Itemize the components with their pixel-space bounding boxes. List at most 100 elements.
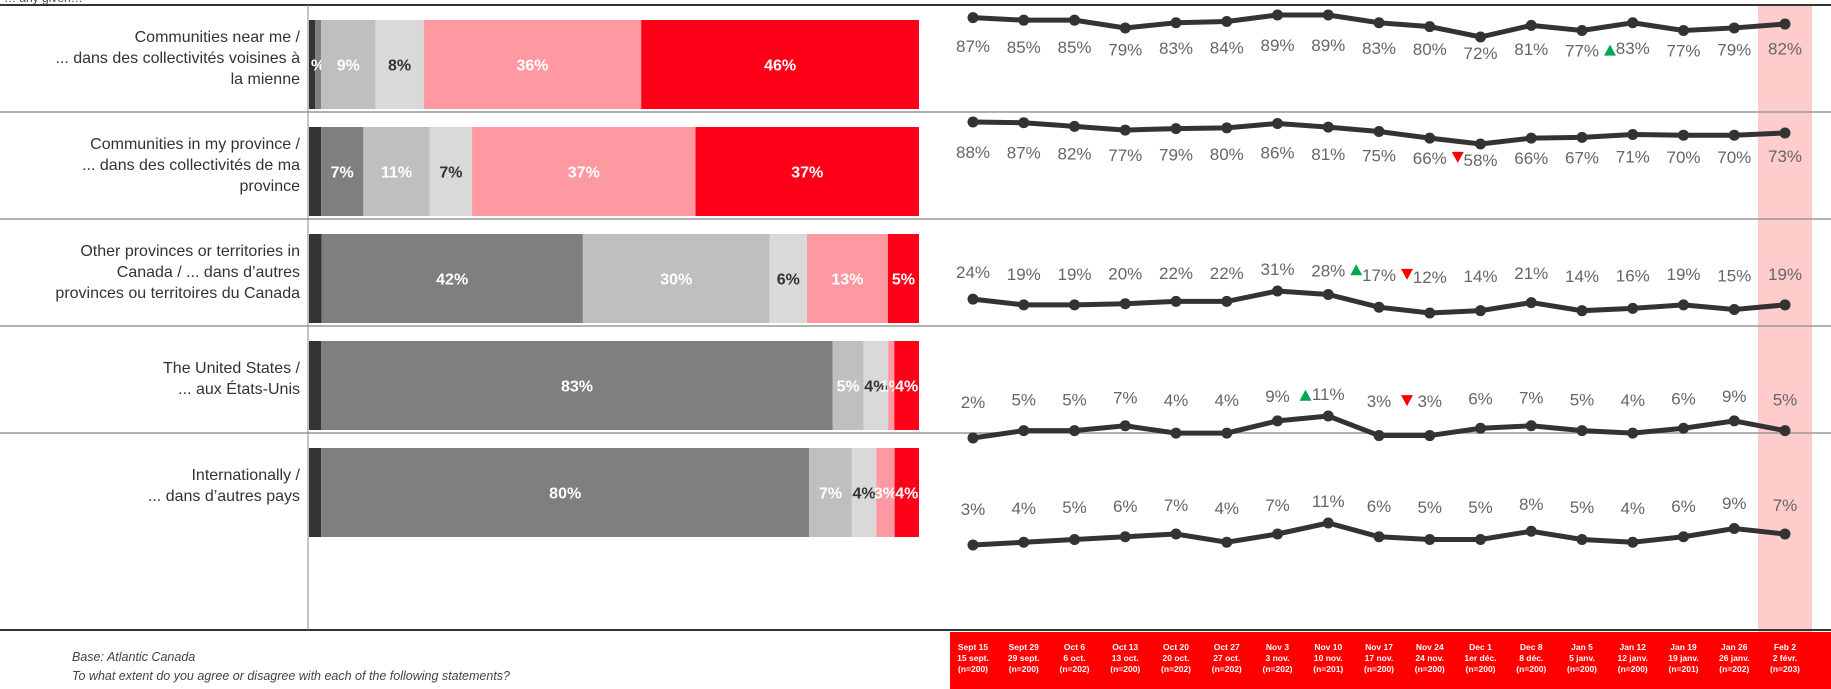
date-label-en: Jan 19 — [1670, 642, 1697, 652]
point-value-label: 6% — [1671, 497, 1696, 516]
series-point — [1322, 517, 1334, 529]
bar-segment — [429, 127, 473, 216]
series-point — [967, 293, 979, 305]
series-point — [967, 116, 979, 128]
point-value-label: 85% — [1007, 38, 1041, 57]
series-point — [1221, 427, 1233, 439]
point-value-label: 2% — [961, 393, 986, 412]
date-axis-label: Oct 27 27 oct. (n=202) — [1202, 642, 1252, 675]
series-point — [1069, 534, 1080, 545]
question-note: To what extent do you agree or disagree … — [72, 669, 511, 683]
series-point — [1576, 305, 1588, 317]
row-label-line: Other provinces or territories in — [80, 242, 300, 260]
point-value-label: 81% — [1514, 40, 1548, 59]
point-value-label: 11% — [1312, 492, 1345, 511]
point-value-label: 5% — [1062, 390, 1087, 409]
point-value-label: 5% — [1417, 498, 1442, 517]
row-label: The United States / ... aux États-Unis — [0, 358, 300, 400]
point-value-label: 66% — [1514, 149, 1548, 168]
bar-segment-label: 7% — [331, 165, 354, 182]
bar-segment-label: 9% — [337, 58, 360, 75]
footnotes: Base: Atlantic Canada To what extent do … — [72, 648, 510, 686]
date-label-en: Oct 20 — [1163, 642, 1189, 652]
date-label-en: Oct 6 — [1063, 642, 1086, 652]
series-point — [1627, 17, 1639, 29]
date-axis-label: Sept 29 29 sept. (n=200) — [999, 642, 1049, 675]
date-label-fr: 10 nov. — [1313, 653, 1343, 663]
row-label-line: Communities near me / — [134, 28, 300, 46]
series-point — [1475, 31, 1486, 43]
bar-segment-label: 5% — [837, 379, 860, 396]
series-point — [1779, 299, 1791, 311]
date-axis-label: Nov 24 24 nov. (n=200) — [1405, 642, 1455, 675]
date-label-en: Nov 3 — [1265, 642, 1290, 652]
row-label: Communities near me / ... dans des collec… — [0, 27, 300, 90]
date-label-n: (n=201) — [1313, 664, 1344, 674]
point-value-label: 66% — [1413, 149, 1447, 168]
date-label-fr: 15 sept. — [957, 653, 989, 663]
point-value-label: 9% — [1722, 494, 1747, 513]
series-point — [1424, 430, 1436, 442]
series-point — [1373, 430, 1385, 442]
point-value-label: 19% — [1007, 265, 1041, 284]
series-point — [1424, 21, 1436, 33]
bar-segment-label: 4% — [895, 486, 918, 503]
point-value-label: 77% — [1108, 146, 1142, 165]
series-point — [1728, 129, 1740, 141]
point-value-label: 8% — [1519, 495, 1544, 514]
series-point — [1069, 120, 1080, 132]
date-label-fr: 19 janv. — [1668, 653, 1699, 663]
bar-segment-label: 7% — [819, 486, 842, 503]
point-value-label: 73% — [1768, 147, 1802, 166]
series-point — [1627, 302, 1639, 314]
series-point — [1119, 22, 1131, 34]
series-point — [1069, 425, 1080, 437]
point-value-label: 85% — [1057, 38, 1091, 57]
point-value-label: 67% — [1565, 149, 1599, 168]
point-value-label: 81% — [1311, 145, 1345, 164]
point-value-label: 6% — [1468, 389, 1493, 408]
series-point — [1272, 9, 1283, 21]
point-value-label: 70% — [1717, 148, 1751, 167]
bar-segment-label: 5% — [892, 272, 915, 289]
date-label-n: (n=200) — [958, 664, 988, 674]
date-axis-label: Dec 1 1er déc. (n=200) — [1456, 642, 1506, 675]
series-point — [1728, 415, 1740, 427]
date-label-fr: 20 oct. — [1162, 653, 1190, 663]
date-label-fr: 12 janv. — [1617, 653, 1649, 663]
bar-segment-label: 83% — [561, 379, 593, 396]
point-value-label: 80% — [1210, 145, 1244, 164]
bar-segment — [876, 448, 895, 537]
point-value-label: 9% — [1265, 387, 1290, 406]
series-point — [1170, 295, 1182, 307]
series-point — [1119, 420, 1131, 432]
bar-segment — [321, 234, 583, 323]
point-value-label: 77% — [1565, 42, 1599, 61]
date-label-fr: 1er déc. — [1464, 653, 1497, 663]
series-point — [1373, 126, 1385, 138]
point-value-label: 87% — [1007, 143, 1041, 162]
point-value-label: 4% — [1620, 499, 1645, 518]
point-value-label: 16% — [1616, 266, 1650, 285]
row-label: Other provinces or territories in Canada … — [0, 241, 300, 304]
date-label-fr: 3 nov. — [1265, 653, 1290, 663]
date-label-en: Feb 2 — [1773, 642, 1797, 652]
series-point — [1221, 122, 1233, 134]
row-label: Communities in my province / ... dans des… — [0, 134, 300, 197]
point-value-label: 72% — [1463, 44, 1497, 63]
series-point — [1018, 425, 1030, 437]
bar-segment — [309, 234, 322, 323]
date-label-fr: 29 sept. — [1007, 653, 1040, 663]
series-point — [967, 539, 979, 551]
date-label-en: Jan 26 — [1721, 642, 1748, 652]
bar-segment — [806, 234, 888, 323]
series-point — [1018, 299, 1030, 311]
bar-segment — [472, 127, 696, 216]
date-label-n: (n=200) — [1110, 664, 1141, 674]
date-label-fr: 6 oct. — [1063, 653, 1086, 663]
point-value-label: 17% — [1362, 266, 1396, 285]
